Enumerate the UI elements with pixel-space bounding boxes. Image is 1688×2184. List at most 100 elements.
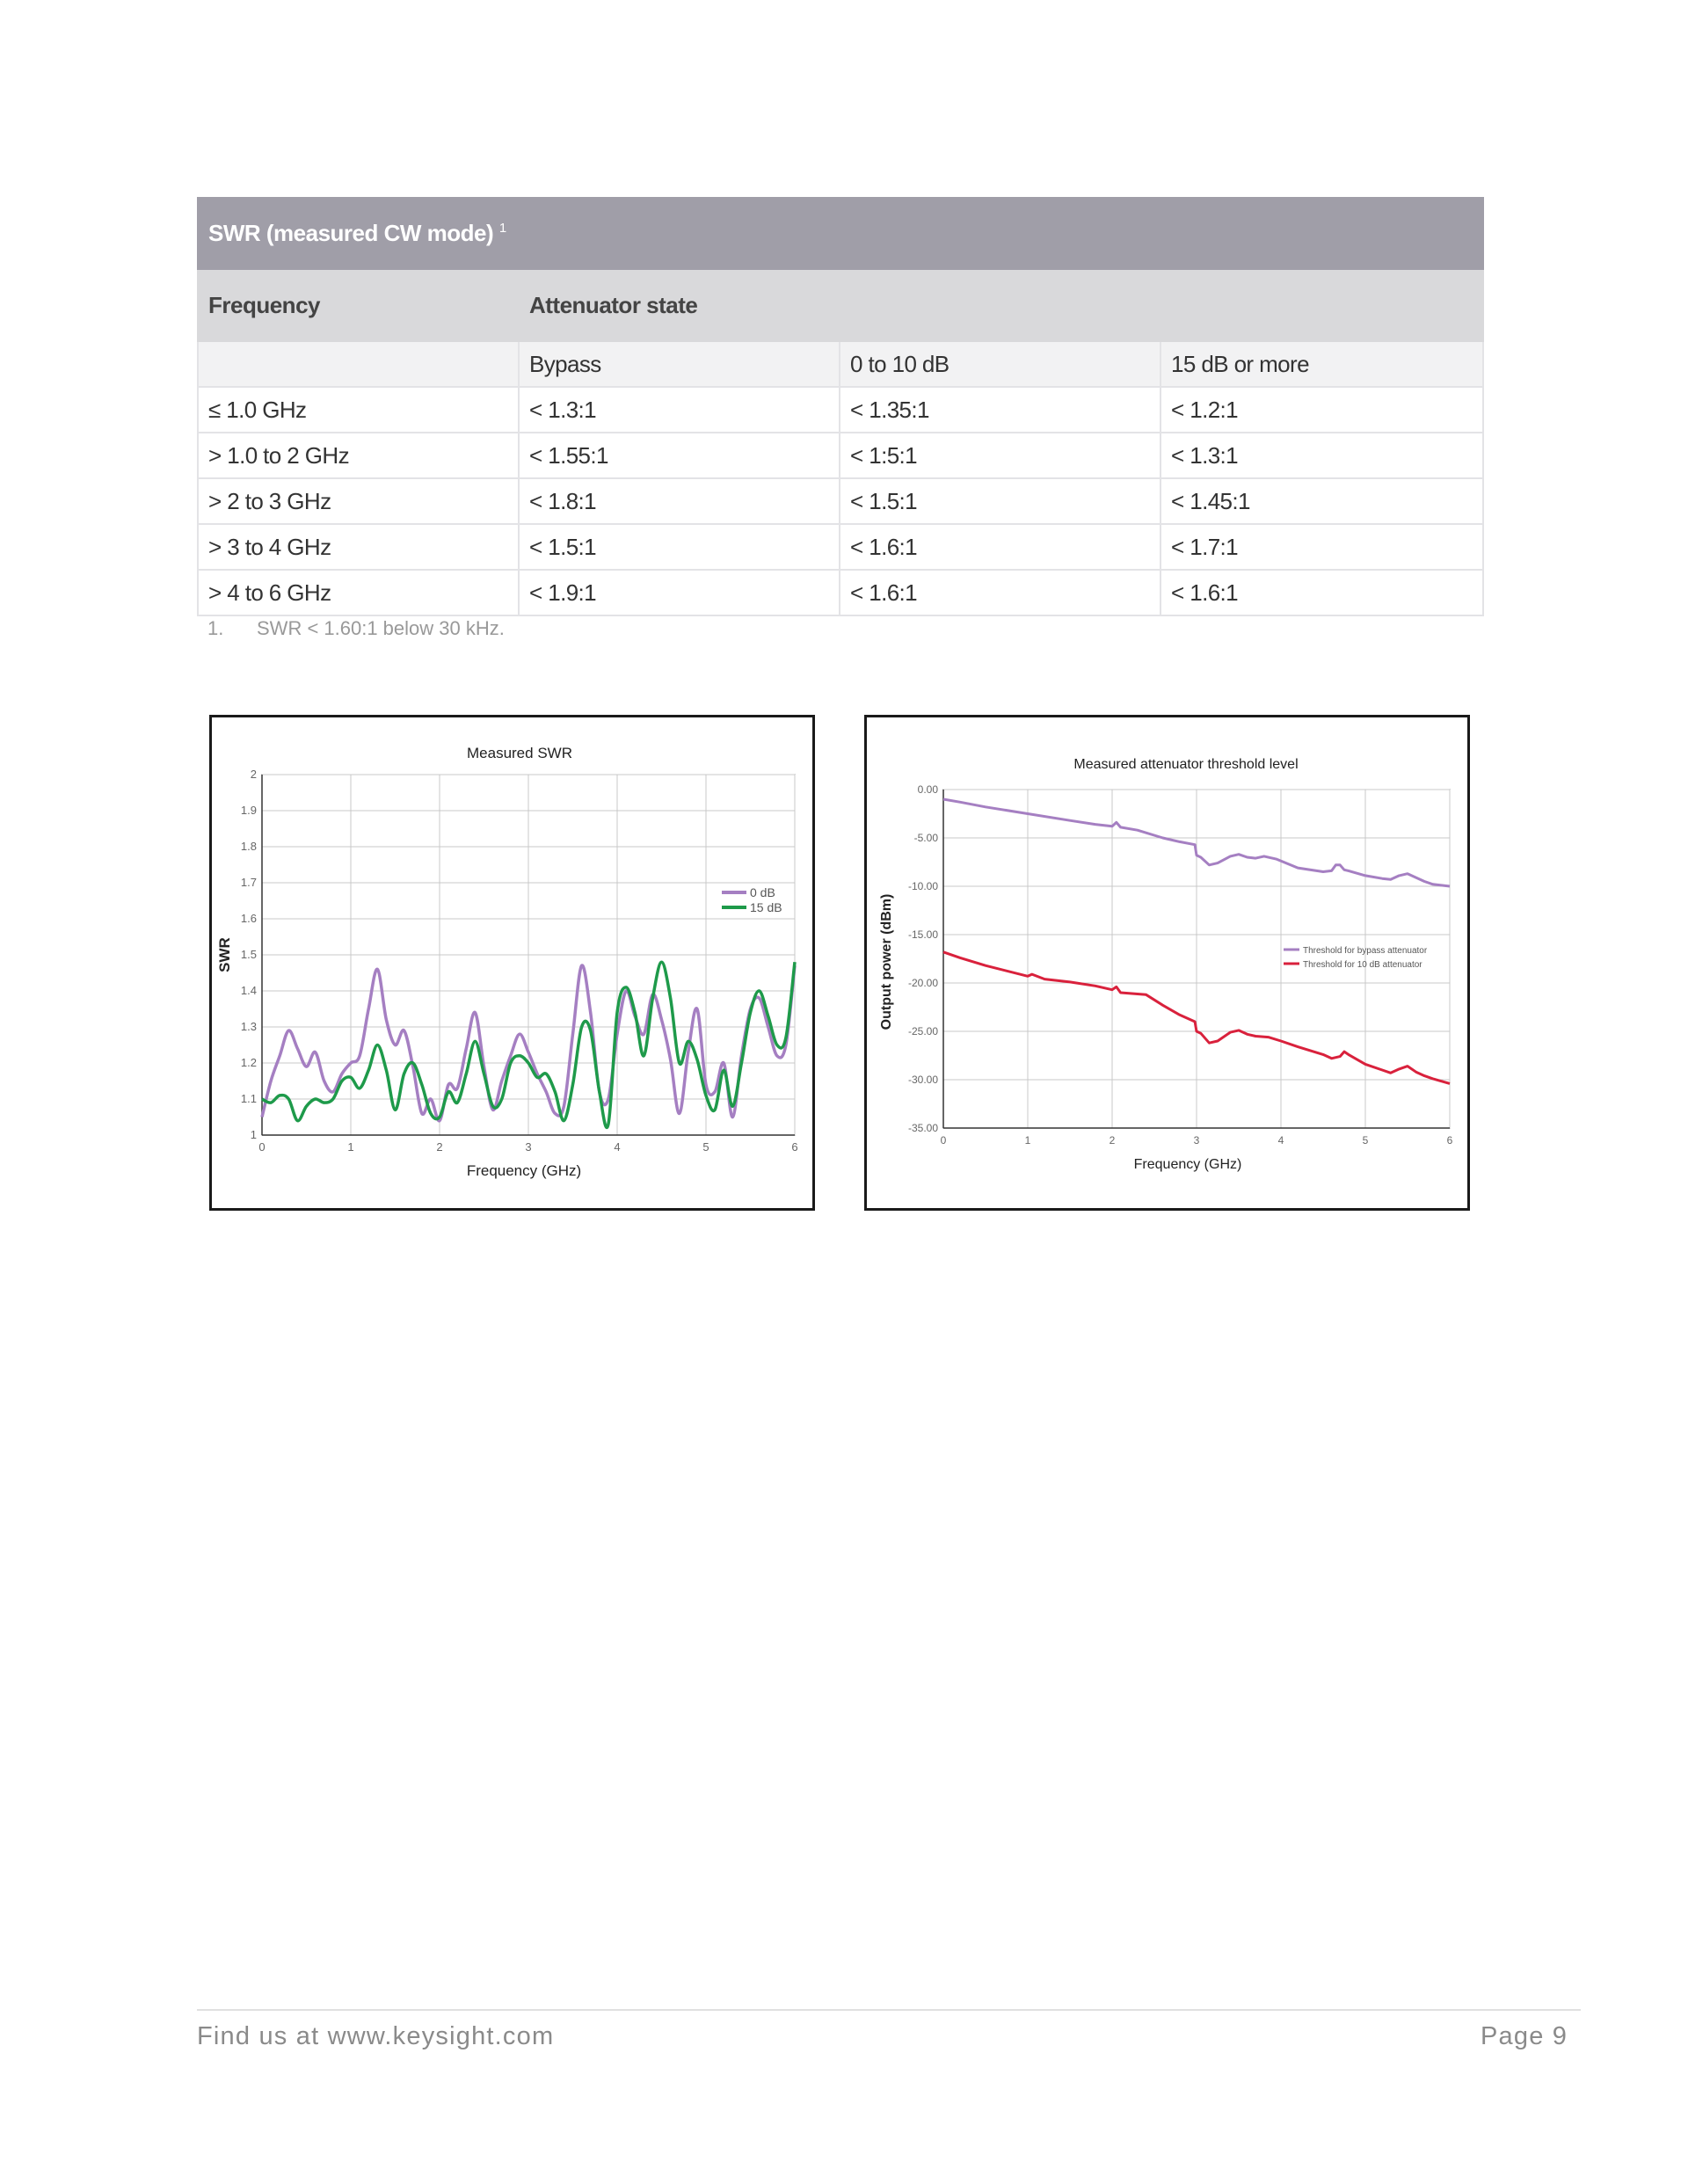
y-tick-label: 1.9 [241,804,257,817]
cell-15-db-or-more: < 1.7:1 [1159,523,1485,571]
table-title-footnote-mark: 1 [498,221,506,236]
legend-label-bypass: Threshold for bypass attenuator [1303,946,1428,956]
swr-spec-table: SWR (measured CW mode) 1 Frequency Atten… [196,197,1485,616]
legend-label-10db: Threshold for 10 dB attenuator [1303,960,1422,970]
cell-bypass: < 1.9:1 [518,569,840,616]
cell-frequency: > 4 to 6 GHz [197,569,520,616]
cell-15-db-or-more: < 1.2:1 [1159,386,1485,433]
y-tick-label: 1.4 [241,984,257,997]
cell-15-db-or-more: < 1.6:1 [1159,569,1485,616]
y-tick-label: -5.00 [914,832,939,844]
x-tick-label: 5 [702,1140,709,1154]
table-title-row: SWR (measured CW mode) 1 [196,197,1485,270]
x-axis-label: Frequency (GHz) [1134,1157,1242,1172]
chart-title: Measured SWR [467,745,572,761]
x-tick-label: 2 [436,1140,442,1154]
cell-frequency: > 3 to 4 GHz [197,523,520,571]
cell-0-to-10-db: < 1:5:1 [839,432,1161,479]
subheader-15-db-or-more: 15 dB or more [1159,340,1485,388]
table-row: ≤ 1.0 GHz < 1.3:1 < 1.35:1 < 1.2:1 [197,386,1485,433]
y-tick-label: -35.00 [908,1122,938,1134]
series-line-0 [942,797,1451,888]
x-tick-label: 3 [525,1140,531,1154]
y-tick-label: 1.8 [241,840,257,853]
y-axis-label: Output power (dBm) [879,894,894,1030]
y-tick-label: 2 [251,768,257,781]
frequency-header: Frequency [197,268,520,342]
x-tick-label: 1 [347,1140,353,1154]
y-tick-label: -10.00 [908,880,938,892]
x-tick-label: 5 [1363,1134,1369,1147]
table-row: > 3 to 4 GHz < 1.5:1 < 1.6:1 < 1.7:1 [197,523,1485,571]
y-tick-label: -30.00 [908,1074,938,1086]
cell-bypass: < 1.55:1 [518,432,840,479]
table-header-row: Frequency Attenuator state [197,268,1485,342]
table-row: > 4 to 6 GHz < 1.9:1 < 1.6:1 < 1.6:1 [197,569,1485,616]
footer-website-link[interactable]: Find us at www.keysight.com [197,2022,555,2050]
cell-15-db-or-more: < 1.45:1 [1159,477,1485,525]
grid-lines [261,774,796,1136]
cell-0-to-10-db: < 1.5:1 [839,477,1161,525]
footnote-text: SWR < 1.60:1 below 30 kHz. [257,617,505,639]
attenuator-threshold-chart: 0.00 -5.00 -10.00 -15.00 -20.00 -25.00 -30.00 -… [864,715,1470,1211]
footer-divider [197,2009,1581,2011]
legend: 0 dB 15 dB [722,885,782,914]
x-tick-label: 2 [1110,1134,1116,1147]
series-lines [942,797,1451,1085]
table-title-cell: SWR (measured CW mode) 1 [196,197,1485,270]
x-tick-label: 0 [941,1134,947,1147]
series-line-1 [261,960,797,1129]
y-tick-labels: 1 1.1 1.2 1.3 1.4 1.5 1.6 1.7 1.8 1.9 2 [241,768,257,1141]
table-subheader-row: Bypass 0 to 10 dB 15 dB or more [197,340,1485,388]
legend-label-15db: 15 dB [750,900,782,914]
x-tick-label: 0 [258,1140,265,1154]
table-footnote: 1. SWR < 1.60:1 below 30 kHz. [207,617,505,640]
cell-frequency: ≤ 1.0 GHz [197,386,520,433]
y-tick-label: 1.5 [241,948,257,961]
attenuator-state-header: Attenuator state [517,268,1485,342]
x-tick-labels: 0 1 2 3 4 5 6 [258,1140,797,1154]
cell-0-to-10-db: < 1.6:1 [839,569,1161,616]
cell-bypass: < 1.3:1 [518,386,840,433]
cell-frequency: > 1.0 to 2 GHz [197,432,520,479]
series-line-0 [260,964,797,1123]
x-tick-label: 6 [791,1140,797,1154]
cell-frequency: > 2 to 3 GHz [197,477,520,525]
table-title: SWR (measured CW mode) [208,220,494,246]
cell-15-db-or-more: < 1.3:1 [1159,432,1485,479]
y-tick-label: 1.1 [241,1092,257,1105]
x-tick-label: 4 [614,1140,620,1154]
table-row: > 2 to 3 GHz < 1.8:1 < 1.5:1 < 1.45:1 [197,477,1485,525]
footer-page-number: Page 9 [1481,2022,1568,2050]
series-line-1 [942,950,1451,1085]
attenuator-threshold-svg: 0.00 -5.00 -10.00 -15.00 -20.00 -25.00 -30.00 -… [879,757,1453,1172]
y-tick-label: 1 [251,1128,257,1141]
grid-lines [942,789,1451,1129]
subheader-0-to-10-db: 0 to 10 dB [839,340,1161,388]
chart-title: Measured attenuator threshold level [1073,757,1298,772]
cell-bypass: < 1.8:1 [518,477,840,525]
footnote-number: 1. [207,617,224,639]
y-tick-label: 0.00 [918,783,939,796]
x-tick-label: 6 [1447,1134,1453,1147]
y-tick-label: -20.00 [908,977,938,989]
table-row: > 1.0 to 2 GHz < 1.55:1 < 1:5:1 < 1.3:1 [197,432,1485,479]
y-tick-label: 1.7 [241,876,257,889]
legend-label-0db: 0 dB [750,885,775,899]
subheader-bypass: Bypass [518,340,840,388]
legend: Threshold for bypass attenuator Threshol… [1284,946,1428,970]
subheader-empty [197,340,520,388]
y-tick-labels: 0.00 -5.00 -10.00 -15.00 -20.00 -25.00 -30.00 -… [908,783,938,1134]
x-tick-label: 4 [1278,1134,1284,1147]
y-tick-label: 1.3 [241,1020,257,1033]
x-axis-label: Frequency (GHz) [467,1162,581,1179]
cell-0-to-10-db: < 1.6:1 [839,523,1161,571]
y-tick-label: -15.00 [908,928,938,941]
cell-0-to-10-db: < 1.35:1 [839,386,1161,433]
cell-bypass: < 1.5:1 [518,523,840,571]
y-tick-label: 1.2 [241,1056,257,1069]
y-axis-label: SWR [216,937,233,972]
x-tick-label: 3 [1194,1134,1200,1147]
